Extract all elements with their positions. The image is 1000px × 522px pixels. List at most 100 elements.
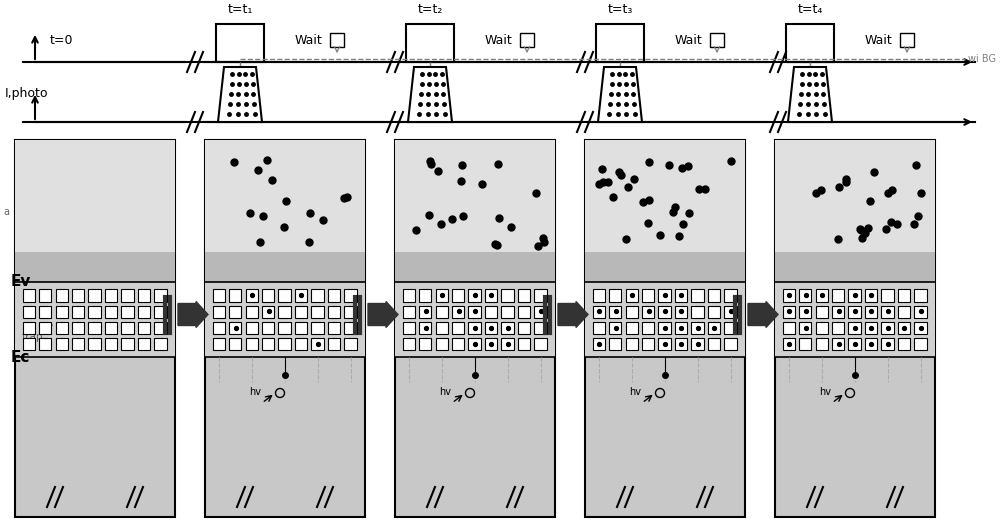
Bar (691, 338, 704, 350)
Bar (213, 322, 225, 334)
Bar (816, 322, 828, 334)
Bar (229, 338, 241, 350)
Bar (88, 338, 101, 350)
Bar (799, 289, 811, 302)
Bar (626, 322, 638, 334)
Text: a: a (3, 207, 9, 217)
Bar (596, 24, 644, 62)
Bar (436, 322, 448, 334)
Text: hv: hv (629, 387, 641, 397)
Bar (205, 140, 365, 252)
Bar (609, 306, 621, 318)
Bar (675, 289, 687, 302)
Bar (56, 289, 68, 302)
Bar (262, 322, 274, 334)
Bar (468, 306, 481, 318)
Bar (626, 289, 638, 302)
Bar (262, 289, 274, 302)
Bar (724, 338, 737, 350)
Bar (848, 289, 861, 302)
Bar (154, 338, 167, 350)
Polygon shape (218, 67, 262, 122)
Bar (436, 306, 448, 318)
Bar (642, 306, 654, 318)
Bar (485, 289, 497, 302)
Bar (278, 306, 291, 318)
Bar (262, 338, 274, 350)
Bar (328, 322, 340, 334)
Bar (501, 322, 514, 334)
Bar (775, 252, 935, 282)
Bar (816, 289, 828, 302)
Bar (626, 306, 638, 318)
Bar (534, 338, 547, 350)
Bar (609, 289, 621, 302)
Bar (419, 322, 431, 334)
Polygon shape (598, 67, 642, 122)
FancyArrow shape (368, 302, 398, 327)
Text: Ev: Ev (11, 275, 31, 290)
Bar (15, 252, 175, 282)
Bar (593, 322, 605, 334)
Bar (914, 338, 927, 350)
Bar (205, 252, 365, 282)
Bar (72, 338, 84, 350)
Bar (328, 338, 340, 350)
Bar (403, 322, 415, 334)
Bar (39, 306, 51, 318)
Bar (216, 24, 264, 62)
Bar (799, 322, 811, 334)
Bar (395, 140, 555, 517)
Bar (775, 282, 935, 357)
Bar (278, 338, 291, 350)
Bar (468, 322, 481, 334)
Bar (691, 289, 704, 302)
Bar (675, 338, 687, 350)
Bar (609, 322, 621, 334)
Bar (452, 322, 464, 334)
Bar (881, 322, 894, 334)
Text: I,photo: I,photo (5, 87, 48, 100)
Bar (593, 338, 605, 350)
Bar (72, 322, 84, 334)
Bar (658, 338, 671, 350)
Bar (642, 338, 654, 350)
Bar (72, 306, 84, 318)
Bar (881, 306, 894, 318)
Bar (395, 282, 555, 357)
Bar (395, 140, 555, 252)
Text: t=t₁: t=t₁ (227, 3, 253, 16)
Polygon shape (408, 67, 452, 122)
Bar (23, 306, 35, 318)
Bar (311, 322, 324, 334)
Bar (154, 322, 167, 334)
Text: hv: hv (439, 387, 451, 397)
Bar (138, 306, 150, 318)
Bar (56, 322, 68, 334)
Bar (406, 24, 454, 62)
Bar (898, 306, 910, 318)
Bar (832, 338, 844, 350)
Bar (518, 338, 530, 350)
Bar (452, 338, 464, 350)
Bar (518, 322, 530, 334)
Bar (658, 306, 671, 318)
Bar (708, 306, 720, 318)
Bar (710, 33, 724, 47)
Bar (708, 289, 720, 302)
Bar (15, 140, 175, 252)
Bar (468, 289, 481, 302)
Bar (783, 322, 795, 334)
Bar (585, 140, 745, 252)
Bar (914, 322, 927, 334)
Bar (121, 289, 134, 302)
Text: Wait: Wait (294, 33, 322, 46)
Bar (724, 289, 737, 302)
Bar (642, 322, 654, 334)
Bar (213, 289, 225, 302)
Bar (775, 140, 935, 252)
Bar (534, 322, 547, 334)
Bar (865, 322, 877, 334)
FancyArrow shape (558, 302, 588, 327)
Bar (344, 338, 357, 350)
